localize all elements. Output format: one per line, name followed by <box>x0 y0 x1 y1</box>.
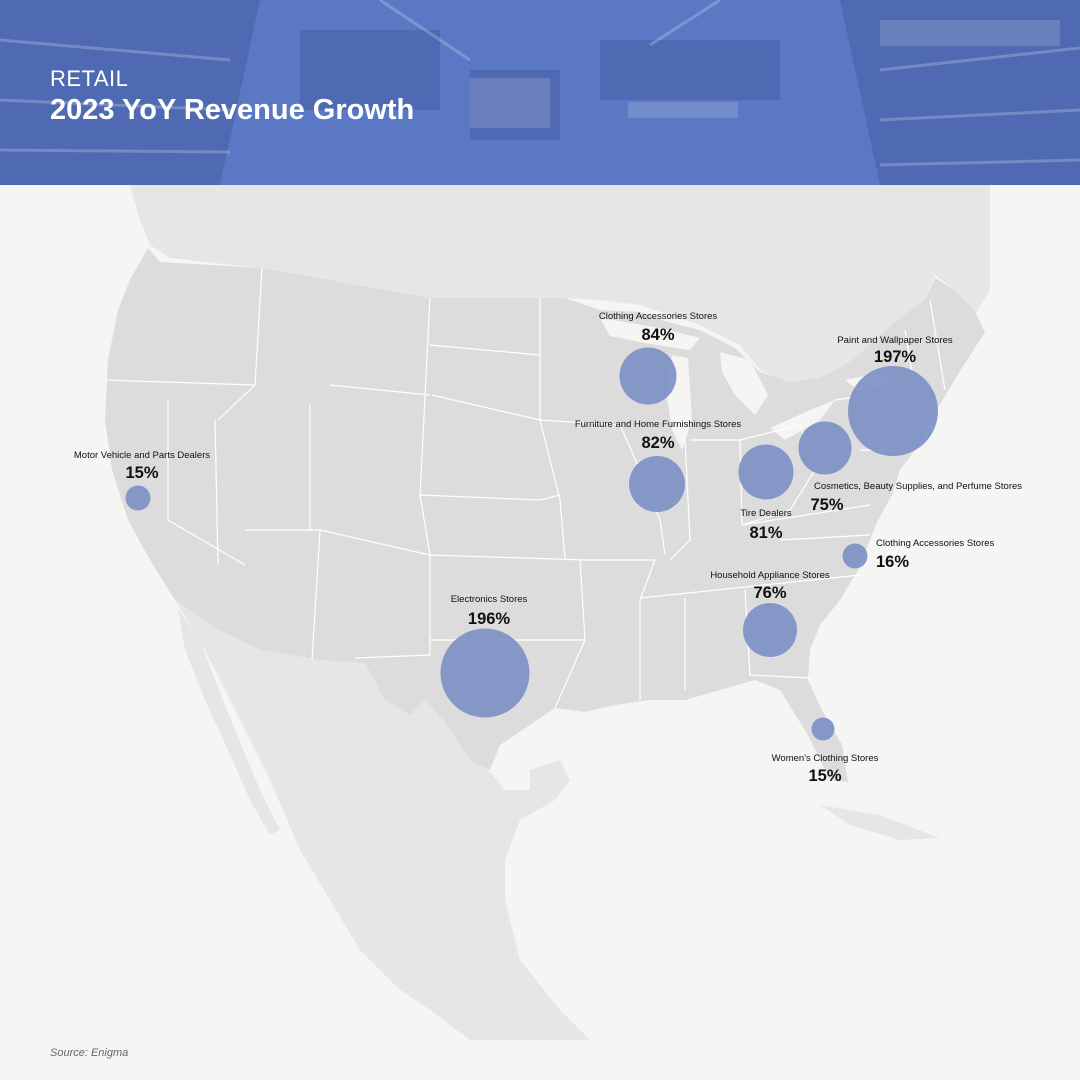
store-aisle-photo <box>0 0 1080 185</box>
bubble-group-clothing-wi: Clothing Accessories Stores 84% <box>599 311 718 405</box>
bubble-value-womens-fl: 15% <box>808 767 841 785</box>
page-title: 2023 YoY Revenue Growth <box>50 94 415 126</box>
bubble-group-clothing-nc: Clothing Accessories Stores 16% <box>842 538 995 571</box>
canada-landmass <box>130 185 990 385</box>
bubble-group-womens-fl: Women's Clothing Stores 15% <box>772 717 879 785</box>
state-borders <box>104 267 946 709</box>
section-kicker: RETAIL <box>50 66 129 91</box>
cuba <box>820 805 940 840</box>
bubble-label-clothing-wi: Clothing Accessories Stores <box>599 311 718 322</box>
bubble-group-tire-oh: Tire Dealers 81% <box>738 444 794 542</box>
bubble-value-appliance-ga: 76% <box>753 584 786 602</box>
bubble-label-electronics-tx: Electronics Stores <box>451 594 528 605</box>
bubble-group-furniture-il: Furniture and Home Furnishings Stores 82… <box>575 419 742 512</box>
baja-peninsula <box>178 608 280 835</box>
bubble-label-paint-ny: Paint and Wallpaper Stores <box>837 335 953 346</box>
bubble-tire-oh <box>738 444 794 500</box>
bubble-label-appliance-ga: Household Appliance Stores <box>710 570 830 581</box>
bubble-cosmetics-pa <box>798 421 852 475</box>
bubble-value-clothing-nc: 16% <box>876 553 909 571</box>
bubble-furniture-il <box>629 456 685 512</box>
bubble-value-paint-ny: 197% <box>874 348 917 366</box>
bubble-label-cosmetics-pa: Cosmetics, Beauty Supplies, and Perfume … <box>814 481 1022 492</box>
bubble-value-cosmetics-pa: 75% <box>810 496 843 514</box>
bubble-label-womens-fl: Women's Clothing Stores <box>772 753 879 764</box>
bubble-layer: Motor Vehicle and Parts Dealers 15% Clot… <box>74 311 1022 785</box>
bubble-paint-ny <box>848 366 938 456</box>
bubble-group-electronics-tx: Electronics Stores 196% <box>440 594 530 718</box>
us-map: Motor Vehicle and Parts Dealers 15% Clot… <box>74 185 1022 1040</box>
bubble-appliance-ga <box>743 603 797 657</box>
bubble-group-cosmetics-pa: Cosmetics, Beauty Supplies, and Perfume … <box>798 421 1022 514</box>
source-note: Source: Enigma <box>50 1047 129 1059</box>
header-banner: RETAIL 2023 YoY Revenue Growth <box>0 0 1080 185</box>
bubble-motor-vehicle-ca <box>125 485 151 511</box>
bubble-clothing-nc <box>842 543 868 569</box>
bubble-value-tire-oh: 81% <box>749 524 782 542</box>
bubble-womens-fl <box>811 717 835 741</box>
mexico-landmass <box>175 600 590 1040</box>
bubble-label-furniture-il: Furniture and Home Furnishings Stores <box>575 419 742 430</box>
bubble-label-motor-vehicle-ca: Motor Vehicle and Parts Dealers <box>74 450 210 461</box>
bubble-group-motor-vehicle-ca: Motor Vehicle and Parts Dealers 15% <box>74 450 210 511</box>
bubble-group-paint-ny: Paint and Wallpaper Stores 197% <box>837 335 953 456</box>
bubble-value-clothing-wi: 84% <box>641 326 674 344</box>
bubble-group-appliance-ga: Household Appliance Stores 76% <box>710 570 830 657</box>
bubble-label-tire-oh: Tire Dealers <box>740 508 792 519</box>
bubble-value-electronics-tx: 196% <box>468 610 511 628</box>
bubble-clothing-wi <box>619 347 677 405</box>
bubble-value-furniture-il: 82% <box>641 434 674 452</box>
bubble-value-motor-vehicle-ca: 15% <box>125 464 158 482</box>
bubble-electronics-tx <box>440 628 530 718</box>
bubble-label-clothing-nc: Clothing Accessories Stores <box>876 538 995 549</box>
